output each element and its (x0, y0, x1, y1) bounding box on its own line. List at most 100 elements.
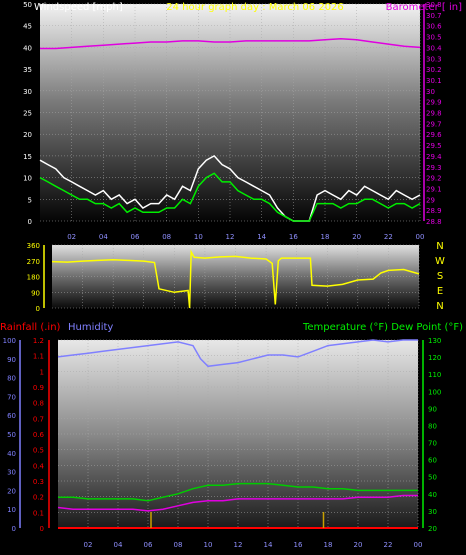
temperature-tick-label: 130 (428, 337, 441, 345)
barometer-tick-label: 28.9 (426, 207, 442, 215)
humidity-tick-label: 90 (7, 356, 16, 364)
temperature-tick-label: 120 (428, 354, 441, 362)
hour-tick-label: 22 (384, 233, 393, 241)
windspeed-tick-label: 35 (23, 66, 32, 74)
hour-tick-label: 12 (234, 541, 243, 549)
windspeed-tick-label: 5 (28, 196, 32, 204)
barometer-tick-label: 30.1 (426, 77, 442, 85)
windspeed-tick-label: 40 (23, 44, 32, 52)
barometer-tick-label: 30.6 (426, 23, 442, 31)
panel-1-series-1 (39, 154, 421, 222)
temperature-tick-label: 50 (428, 474, 437, 482)
windspeed-tick-label: 30 (23, 88, 32, 96)
hour-tick-label: 14 (264, 541, 273, 549)
compass-label: E (437, 286, 443, 297)
direction-tick-label: 90 (31, 289, 40, 297)
barometer-tick-label: 28.8 (426, 218, 442, 226)
hour-tick-label: 04 (114, 541, 123, 549)
hour-tick-label: 18 (324, 541, 333, 549)
barometer-tick-label: 29.7 (426, 120, 442, 128)
wind-direction-series (51, 249, 420, 309)
temperature-axis-title: Temperature (°F) Dew Point (°F) (302, 322, 463, 333)
rainfall-axis-title: Rainfall (.in) (0, 322, 61, 333)
humidity-tick-label: 100 (3, 337, 16, 345)
windspeed-tick-label: 20 (23, 131, 32, 139)
direction-tick-label: 270 (27, 258, 40, 266)
hour-tick-label: 00 (416, 233, 425, 241)
barometer-tick-label: 30.3 (426, 55, 442, 63)
barometer-tick-label: 29.3 (426, 164, 442, 172)
rainfall-tick-label: 1 (40, 368, 44, 376)
direction-tick-label: 0 (36, 305, 40, 313)
hour-tick-label: 20 (354, 541, 363, 549)
rainfall-tick-label: 0.1 (33, 509, 44, 517)
panel-1-series-0 (40, 37, 421, 50)
barometer-tick-label: 30.8 (426, 1, 442, 9)
windspeed-tick-label: 45 (23, 23, 32, 31)
barometer-tick-label: 29.1 (426, 185, 442, 193)
hour-tick-label: 20 (352, 233, 361, 241)
hour-tick-label: 16 (289, 233, 298, 241)
rainfall-tick-label: 1.1 (33, 353, 44, 361)
hour-tick-label: 22 (384, 541, 393, 549)
windspeed-tick-label: 25 (23, 110, 32, 118)
temperature-tick-label: 90 (428, 405, 437, 413)
barometer-tick-label: 29.2 (426, 175, 442, 183)
temperature-tick-label: 60 (428, 457, 437, 465)
hour-tick-label: 14 (257, 233, 266, 241)
temperature-series (58, 482, 418, 502)
rainfall-tick-label: 0.9 (33, 384, 44, 392)
barometer-tick-label: 29.4 (426, 153, 442, 161)
hour-tick-label: 08 (162, 233, 171, 241)
humidity-axis-title: Humidity (68, 322, 113, 333)
windspeed-tick-label: 50 (23, 1, 32, 9)
hour-tick-label: 10 (194, 233, 203, 241)
rainfall-tick-label: 0.3 (33, 478, 44, 486)
hour-tick-label: 16 (294, 541, 303, 549)
temperature-tick-label: 40 (428, 491, 437, 499)
humidity-tick-label: 60 (7, 412, 16, 420)
hour-tick-label: 02 (84, 541, 93, 549)
hour-tick-label: 18 (321, 233, 330, 241)
humidity-tick-label: 80 (7, 375, 16, 383)
compass-label: N (436, 301, 443, 312)
rainfall-tick-label: 1.2 (33, 337, 44, 345)
windspeed-tick-label: 10 (23, 175, 32, 183)
direction-tick-label: 360 (27, 242, 40, 250)
barometer-tick-label: 29 (426, 196, 435, 204)
hour-tick-label: 06 (131, 233, 140, 241)
compass-label: W (435, 256, 445, 267)
temperature-tick-label: 100 (428, 388, 441, 396)
humidity-tick-label: 0 (12, 525, 16, 533)
chart-title: 24 hour graph day : March 06 2026 (166, 2, 344, 13)
humidity-tick-label: 20 (7, 487, 16, 495)
temperature-tick-label: 80 (428, 422, 437, 430)
hour-tick-label: 04 (99, 233, 108, 241)
rainfall-tick-label: 0.2 (33, 494, 44, 502)
barometer-tick-label: 30 (426, 88, 435, 96)
rainfall-tick-label: 0 (40, 525, 44, 533)
temperature-tick-label: 70 (428, 440, 437, 448)
barometer-tick-label: 30.4 (426, 44, 442, 52)
humidity-series (57, 339, 418, 368)
dew-point-series (57, 494, 418, 512)
barometer-tick-label: 29.5 (426, 142, 442, 150)
humidity-tick-label: 10 (7, 506, 16, 514)
windspeed-tick-label: 15 (23, 153, 32, 161)
temperature-tick-label: 20 (428, 525, 437, 533)
humidity-tick-label: 70 (7, 393, 16, 401)
barometer-tick-label: 30.7 (426, 12, 442, 20)
compass-label: N (436, 241, 443, 252)
humidity-tick-label: 40 (7, 450, 16, 458)
rainfall-tick-label: 0.7 (33, 415, 44, 423)
windspeed-tick-label: 0 (28, 218, 32, 226)
hour-tick-label: 12 (226, 233, 235, 241)
windspeed-axis-title: Windspeed [mph] (34, 2, 123, 13)
humidity-tick-label: 30 (7, 469, 16, 477)
hour-tick-label: 08 (174, 541, 183, 549)
hour-tick-label: 10 (204, 541, 213, 549)
panel-1-series-2 (39, 172, 421, 222)
rainfall-tick-label: 0.4 (33, 462, 45, 470)
barometer-tick-label: 30.5 (426, 34, 442, 42)
